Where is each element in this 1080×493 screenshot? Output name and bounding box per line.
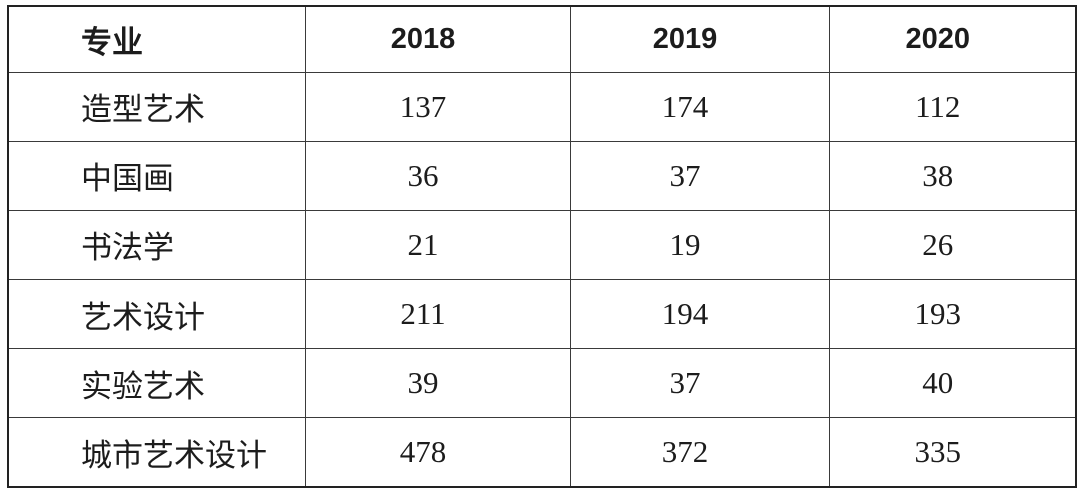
- major-name-cell: 中国画: [7, 140, 306, 211]
- value-cell: 478: [304, 417, 571, 488]
- major-name-cell: 书法学: [7, 209, 306, 280]
- value-cell: 21: [304, 209, 571, 280]
- value-cell: 19: [569, 209, 830, 280]
- table-row: 书法学 21 19 26: [7, 209, 1077, 280]
- column-header-year-2020: 2020: [828, 5, 1077, 73]
- value-cell: 36: [304, 140, 571, 211]
- value-cell: 174: [569, 71, 830, 142]
- value-cell: 39: [304, 348, 571, 419]
- column-header-year-2019: 2019: [569, 5, 830, 73]
- value-cell: 211: [304, 278, 571, 350]
- value-cell: 137: [304, 71, 571, 142]
- table-row: 中国画 36 37 38: [7, 140, 1077, 211]
- major-name-cell: 实验艺术: [7, 348, 306, 419]
- value-cell: 40: [828, 348, 1077, 419]
- value-cell: 26: [828, 209, 1077, 280]
- major-name-cell: 城市艺术设计: [7, 417, 306, 488]
- table-row: 实验艺术 39 37 40: [7, 348, 1077, 419]
- column-header-year-2018: 2018: [304, 5, 571, 73]
- table-row: 造型艺术 137 174 112: [7, 71, 1077, 142]
- value-cell: 372: [569, 417, 830, 488]
- value-cell: 193: [828, 278, 1077, 350]
- major-name-cell: 艺术设计: [7, 278, 306, 350]
- value-cell: 37: [569, 348, 830, 419]
- value-cell: 37: [569, 140, 830, 211]
- major-name-cell: 造型艺术: [7, 71, 306, 142]
- value-cell: 194: [569, 278, 830, 350]
- column-header-major: 专业: [7, 5, 306, 73]
- value-cell: 112: [828, 71, 1077, 142]
- table-row: 艺术设计 211 194 193: [7, 278, 1077, 350]
- value-cell: 38: [828, 140, 1077, 211]
- table-body: 造型艺术 137 174 112 中国画 36 37 38 书法学 21 19 26 艺术设计 211 19…: [7, 71, 1077, 488]
- value-cell: 335: [828, 417, 1077, 488]
- table-header-row: 专业 2018 2019 2020: [7, 5, 1077, 73]
- table-row: 城市艺术设计 478 372 335: [7, 417, 1077, 488]
- majors-enrollment-table: 专业 2018 2019 2020 造型艺术 137 174 112 中国画 36 37 38 书法学…: [7, 5, 1077, 488]
